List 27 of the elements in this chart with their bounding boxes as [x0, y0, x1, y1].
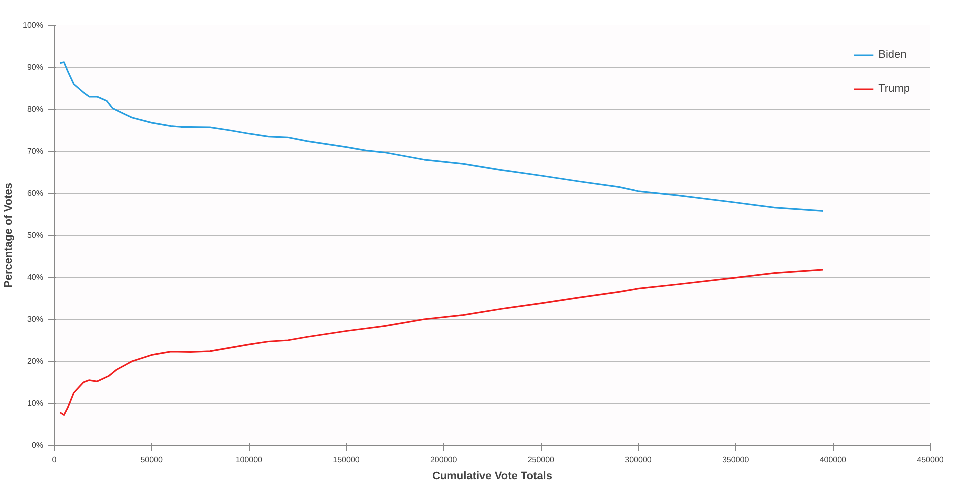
y-tick-label: 20%	[27, 357, 44, 366]
legend-label: Trump	[878, 83, 910, 95]
y-tick-label: 0%	[32, 441, 44, 450]
x-tick-label: 150000	[333, 456, 360, 464]
y-tick-label: 80%	[27, 105, 44, 114]
x-tick-label: 450000	[917, 456, 944, 464]
x-tick-label: 250000	[528, 456, 556, 464]
x-tick-label: 200000	[430, 456, 458, 464]
x-tick-label: 300000	[625, 456, 652, 464]
y-tick-label: 10%	[27, 399, 44, 408]
legend-label: Biden	[878, 49, 907, 61]
x-tick-label: 400000	[820, 456, 848, 464]
x-tick-label: 350000	[722, 456, 750, 464]
line-series	[60, 62, 824, 212]
x-tick-label: 50000	[140, 456, 164, 464]
y-tick-label: 50%	[27, 231, 44, 240]
line-series	[60, 269, 824, 416]
y-axis-title: Percentage of Votes	[3, 183, 16, 288]
x-tick-label: 0	[52, 456, 58, 464]
y-tick-label: 70%	[27, 147, 44, 156]
y-tick-label: 30%	[27, 315, 44, 324]
y-tick-label: 40%	[27, 273, 44, 282]
x-axis-title: Cumulative Vote Totals	[432, 470, 553, 482]
y-tick-label: 60%	[27, 189, 44, 198]
x-tick-label: 100000	[236, 456, 264, 464]
y-tick-label: 100%	[23, 21, 44, 30]
y-tick-label: 90%	[27, 63, 44, 72]
